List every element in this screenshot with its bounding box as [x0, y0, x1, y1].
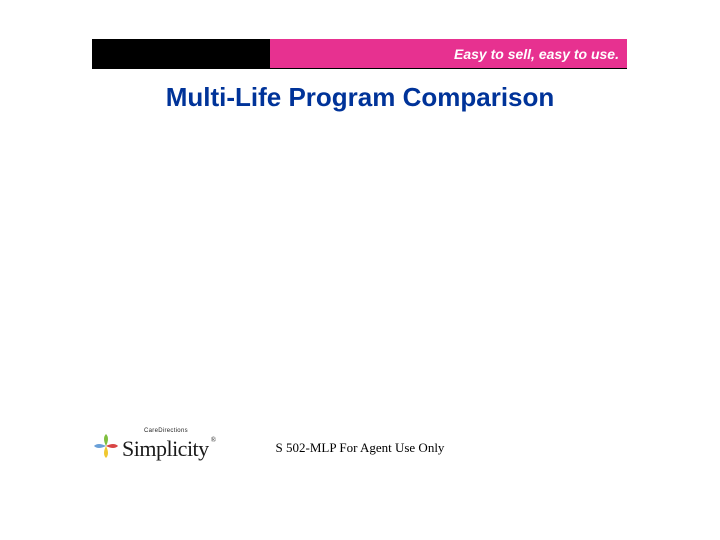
footer-text: S 502-MLP For Agent Use Only	[0, 440, 720, 456]
logo-superscript: CareDirections	[144, 428, 188, 434]
header-band: Easy to sell, easy to use.	[92, 39, 627, 69]
header-black-segment	[92, 39, 270, 68]
page-title: Multi-Life Program Comparison	[0, 82, 720, 113]
tagline: Easy to sell, easy to use.	[454, 46, 619, 62]
